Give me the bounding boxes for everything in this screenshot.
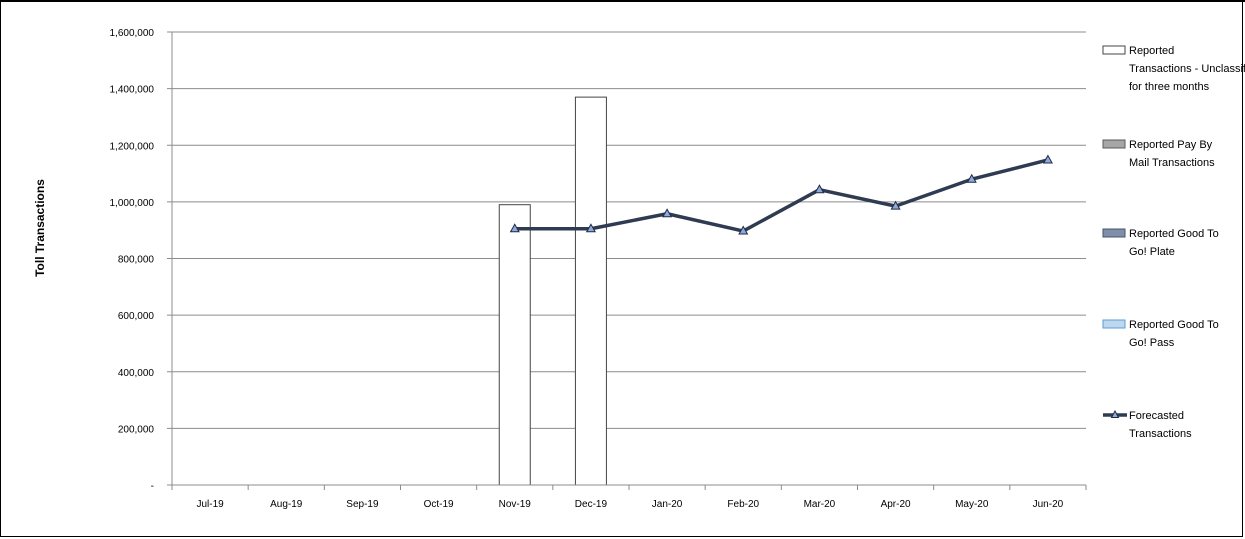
forecast-point bbox=[662, 208, 673, 218]
y-tick-label: 800,000 bbox=[118, 255, 155, 266]
y-tick-label: 400,000 bbox=[118, 368, 155, 379]
x-tick-label: Dec-19 bbox=[575, 499, 608, 510]
legend-marker bbox=[1110, 409, 1120, 418]
forecast-line bbox=[514, 158, 1049, 233]
forecast-point bbox=[966, 173, 977, 183]
y-tick-label: 1,000,000 bbox=[110, 198, 155, 209]
legend-label: Reported Pay By Mail Transactions bbox=[1129, 139, 1215, 169]
y-tick-label: 1,400,000 bbox=[110, 85, 155, 96]
y-tick-label: 1,200,000 bbox=[110, 141, 155, 152]
legend-swatch bbox=[1102, 228, 1126, 238]
bar bbox=[498, 204, 531, 486]
forecast-point bbox=[509, 223, 520, 233]
y-tick-label: 600,000 bbox=[118, 311, 155, 322]
x-tick-label: Nov-19 bbox=[499, 499, 532, 510]
x-tick-label: Mar-20 bbox=[804, 499, 836, 510]
legend-swatch bbox=[1102, 139, 1126, 149]
x-tick-label: Jan-20 bbox=[652, 499, 683, 510]
forecast-point bbox=[890, 200, 901, 210]
legend-label: Forecasted Transactions bbox=[1129, 410, 1192, 440]
x-tick-label: Sep-19 bbox=[346, 499, 379, 510]
x-tick-label: Jun-20 bbox=[1033, 499, 1064, 510]
forecast-point bbox=[814, 184, 825, 194]
x-tick-label: Apr-20 bbox=[881, 499, 911, 510]
x-tick-label: Oct-19 bbox=[424, 499, 454, 510]
y-tick-label: 200,000 bbox=[118, 424, 155, 435]
legend-swatch bbox=[1102, 45, 1126, 55]
chart-frame-top bbox=[0, 0, 1245, 2]
y-axis-label: Toll Transactions bbox=[33, 179, 47, 277]
y-tick-label: 1,600,000 bbox=[110, 28, 155, 39]
y-tick-label: - bbox=[151, 481, 154, 492]
forecast-point bbox=[1042, 154, 1053, 164]
x-tick-label: Jul-19 bbox=[196, 499, 224, 510]
legend-label: Reported Good To Go! Pass bbox=[1129, 319, 1219, 349]
legend-swatch bbox=[1102, 319, 1126, 329]
x-tick-label: Feb-20 bbox=[727, 499, 759, 510]
bar bbox=[574, 96, 607, 486]
x-tick-label: May-20 bbox=[955, 499, 989, 510]
forecast-point bbox=[738, 225, 749, 235]
legend-label: Reported Good To Go! Plate bbox=[1129, 228, 1219, 258]
x-tick-label: Aug-19 bbox=[270, 499, 303, 510]
forecast-point bbox=[585, 223, 596, 233]
